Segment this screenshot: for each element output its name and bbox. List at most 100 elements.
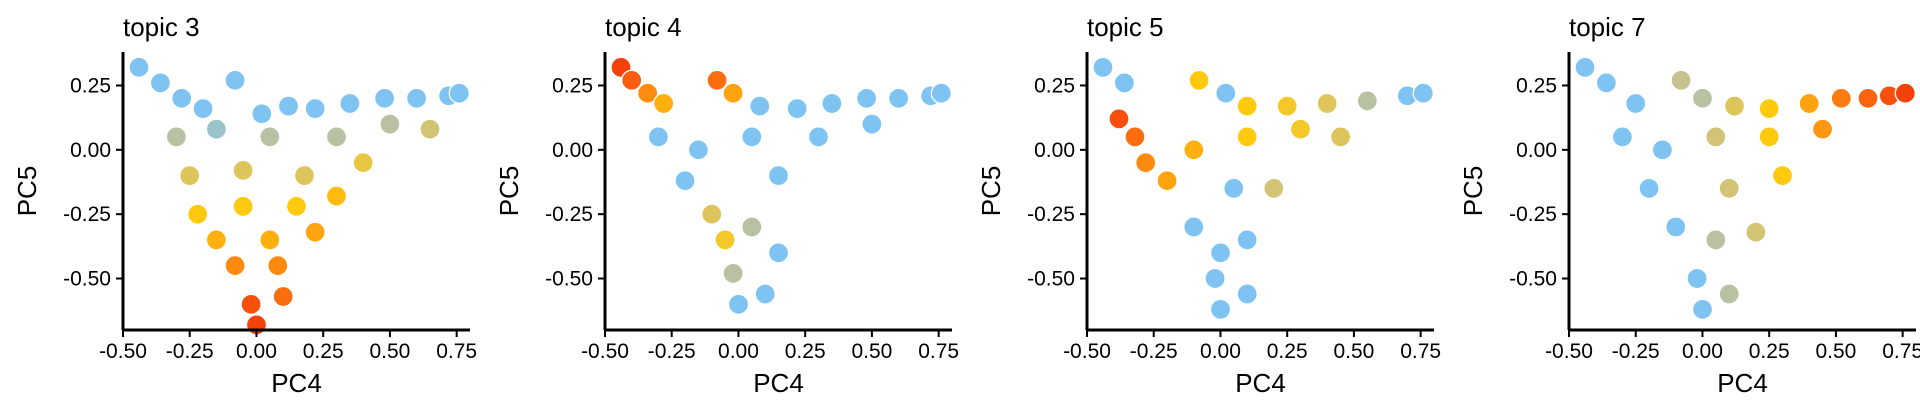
data-point bbox=[1857, 87, 1879, 109]
y-axis-label: PC5 bbox=[12, 166, 42, 217]
x-tick-label: -0.50 bbox=[581, 340, 629, 363]
x-axis-label: PC4 bbox=[1717, 368, 1768, 398]
data-point bbox=[786, 97, 808, 120]
data-point bbox=[1108, 108, 1130, 130]
data-point bbox=[807, 126, 830, 148]
panel-1: topic 3 0.25 0.00 -0.25 -0.50 -0.50 -0.25 0.00 0… bbox=[12, 12, 477, 398]
data-point bbox=[1276, 95, 1298, 117]
data-point bbox=[1204, 267, 1226, 290]
data-point bbox=[1705, 126, 1727, 148]
panel-4: topic 7 0.25 0.00 -0.25 -0.50 -0.50 -0.25 0.00 0… bbox=[1458, 12, 1920, 398]
data-point bbox=[754, 283, 776, 305]
data-point bbox=[232, 195, 254, 218]
data-point bbox=[1745, 221, 1767, 243]
data-point bbox=[373, 87, 396, 109]
y-axis-label: PC5 bbox=[494, 166, 524, 217]
data-point bbox=[1638, 177, 1660, 200]
data-point bbox=[128, 56, 150, 79]
data-point bbox=[1135, 152, 1157, 174]
x-tick-label: -0.50 bbox=[99, 340, 147, 363]
data-point bbox=[285, 195, 308, 218]
data-point bbox=[179, 164, 201, 187]
y-tick-label: -0.25 bbox=[1509, 203, 1557, 226]
data-point bbox=[1705, 229, 1727, 251]
scatter-points bbox=[1092, 56, 1434, 321]
data-point bbox=[1595, 72, 1618, 94]
data-point bbox=[887, 87, 910, 109]
data-point bbox=[621, 69, 643, 91]
panel-title: topic 7 bbox=[1569, 12, 1646, 42]
scatter-points bbox=[128, 56, 470, 336]
data-point bbox=[821, 92, 843, 115]
data-point bbox=[405, 87, 428, 109]
data-point bbox=[1574, 56, 1596, 79]
x-tick-label: -0.25 bbox=[648, 340, 696, 363]
data-point bbox=[224, 254, 246, 277]
data-point bbox=[1263, 177, 1285, 200]
data-point bbox=[1124, 126, 1146, 148]
x-tick-label: 0.50 bbox=[1333, 340, 1374, 363]
y-tick-label: -0.25 bbox=[63, 203, 111, 226]
y-tick-label: -0.50 bbox=[545, 268, 593, 291]
data-point bbox=[706, 69, 728, 91]
x-axis-label: PC4 bbox=[271, 368, 322, 398]
data-point bbox=[149, 72, 172, 94]
x-axis-label: PC4 bbox=[1235, 368, 1286, 398]
scatter-points bbox=[1574, 56, 1916, 321]
data-point bbox=[767, 164, 790, 187]
data-point bbox=[930, 82, 952, 104]
data-point bbox=[1183, 139, 1205, 161]
scatter-points bbox=[610, 56, 952, 315]
data-point bbox=[448, 82, 470, 104]
data-point bbox=[1611, 126, 1634, 148]
data-point bbox=[325, 126, 348, 148]
data-point bbox=[1289, 118, 1312, 140]
x-tick-label: -0.25 bbox=[1130, 340, 1178, 363]
panel-title: topic 5 bbox=[1087, 12, 1164, 42]
x-tick-label: 0.25 bbox=[1267, 340, 1308, 363]
data-point bbox=[722, 82, 744, 104]
y-tick-label: 0.25 bbox=[1516, 74, 1557, 97]
x-tick-label: 0.00 bbox=[718, 340, 759, 363]
data-point bbox=[1665, 216, 1687, 238]
data-point bbox=[205, 118, 228, 140]
data-point bbox=[1209, 242, 1232, 264]
y-tick-label: -0.50 bbox=[1509, 268, 1557, 291]
data-point bbox=[1092, 56, 1114, 79]
data-point bbox=[304, 97, 326, 120]
data-point bbox=[637, 82, 659, 104]
data-point bbox=[701, 203, 723, 225]
y-tick-label: -0.25 bbox=[545, 203, 593, 226]
data-point bbox=[1236, 283, 1258, 305]
y-tick-label: -0.25 bbox=[1027, 203, 1075, 226]
data-point bbox=[1798, 92, 1820, 115]
panel-title: topic 3 bbox=[123, 12, 200, 42]
data-point bbox=[205, 229, 228, 251]
data-point bbox=[1215, 82, 1237, 104]
data-point bbox=[653, 92, 675, 115]
data-point bbox=[749, 95, 771, 117]
data-point bbox=[1236, 126, 1258, 148]
data-point bbox=[224, 69, 246, 91]
data-point bbox=[1625, 92, 1647, 115]
data-point bbox=[325, 185, 348, 207]
x-tick-label: -0.50 bbox=[1545, 340, 1593, 363]
data-point bbox=[1316, 92, 1338, 115]
data-point bbox=[165, 126, 188, 148]
x-tick-label: 0.00 bbox=[1682, 340, 1723, 363]
x-tick-label: 0.00 bbox=[236, 340, 277, 363]
y-tick-label: 0.00 bbox=[552, 139, 593, 162]
y-tick-label: 0.25 bbox=[70, 74, 111, 97]
data-point bbox=[722, 262, 744, 285]
data-point bbox=[1356, 90, 1378, 112]
x-tick-label: 0.25 bbox=[785, 340, 826, 363]
x-tick-label: 0.50 bbox=[1815, 340, 1856, 363]
data-point bbox=[1670, 69, 1692, 91]
data-point bbox=[251, 103, 273, 125]
data-point bbox=[1686, 267, 1708, 290]
data-point bbox=[1830, 87, 1852, 109]
data-point bbox=[741, 216, 763, 238]
data-point bbox=[1412, 82, 1434, 104]
data-point bbox=[1183, 216, 1205, 238]
data-point bbox=[647, 126, 670, 148]
